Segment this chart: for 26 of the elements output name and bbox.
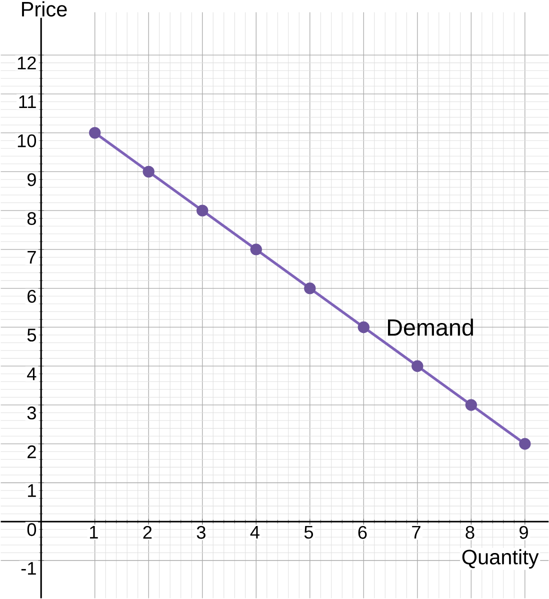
y-tick-label: 1 [28, 484, 36, 497]
x-tick-label: 7 [412, 526, 420, 538]
x-tick-label: 2 [143, 526, 152, 539]
y-axis-title: Price [22, 1, 67, 17]
x-tick-label: 8 [466, 526, 474, 539]
annotation: Demand [388, 318, 473, 336]
x-tick-label: 6 [358, 526, 367, 539]
y-tick-label: 6 [27, 290, 36, 303]
y-tick-label: 5 [27, 328, 36, 342]
y-tick-label: 0 [27, 523, 36, 536]
y-tick-label: 9 [27, 173, 36, 186]
x-axis-title: Quantity [462, 549, 539, 569]
x-tick-label: 3 [196, 526, 206, 539]
y-tick-label: 12 [18, 56, 36, 70]
x-tick-label: 1 [90, 526, 98, 538]
y-tick-label: -1 [21, 562, 36, 575]
y-tick-label: 8 [27, 212, 36, 226]
y-tick-label: 10 [18, 134, 36, 148]
x-tick-label: 5 [304, 526, 313, 539]
y-tick-label: 11 [19, 95, 36, 108]
x-tick-label: 9 [519, 526, 528, 539]
x-tick-label: 4 [250, 526, 260, 538]
y-tick-label: 3 [27, 406, 36, 420]
y-tick-label: 7 [27, 251, 36, 264]
y-tick-label: 2 [27, 445, 36, 458]
y-tick-label: 4 [26, 368, 36, 380]
